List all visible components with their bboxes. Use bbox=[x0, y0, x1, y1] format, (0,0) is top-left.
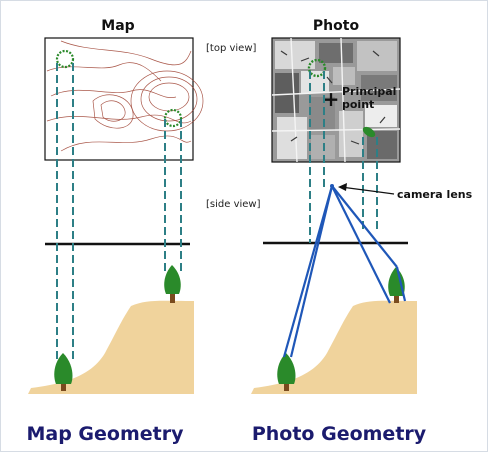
map-tree-symbol-right bbox=[163, 108, 183, 128]
map-terrain bbox=[28, 300, 194, 394]
photo-tree-valley bbox=[277, 353, 296, 391]
camera-lens-label: camera lens bbox=[397, 188, 473, 201]
map-tree-hilltop bbox=[164, 265, 181, 303]
photo-heading: Photo bbox=[313, 18, 360, 34]
photo-tree-symbol-right bbox=[362, 126, 376, 138]
map-geometry-caption: Map Geometry bbox=[26, 423, 184, 445]
map-tree-symbol-left bbox=[55, 49, 75, 69]
principal-point-mark: + bbox=[323, 87, 340, 111]
photo-geometry-caption: Photo Geometry bbox=[252, 423, 427, 445]
camera-lens-pointer bbox=[340, 186, 395, 195]
side-view-note: [side view] bbox=[206, 199, 261, 210]
aerial-photo bbox=[271, 37, 401, 163]
map-tree-valley bbox=[54, 353, 73, 391]
perspective-rays bbox=[282, 185, 407, 358]
photo-tree-symbol-left bbox=[307, 58, 327, 78]
camera-lens-point bbox=[330, 184, 334, 188]
photo-terrain bbox=[251, 300, 417, 394]
photo-tree-hilltop bbox=[388, 267, 405, 303]
principal-point-label-line1: Principal bbox=[342, 85, 396, 98]
top-view-note: [top view] bbox=[206, 43, 256, 54]
photo-projection-lines bbox=[309, 71, 378, 243]
photo-texture bbox=[271, 37, 401, 163]
map-projection-lines bbox=[56, 63, 182, 359]
map-heading: Map bbox=[101, 18, 134, 34]
principal-point-label-line2: point bbox=[342, 98, 374, 111]
topographic-map bbox=[44, 37, 204, 161]
